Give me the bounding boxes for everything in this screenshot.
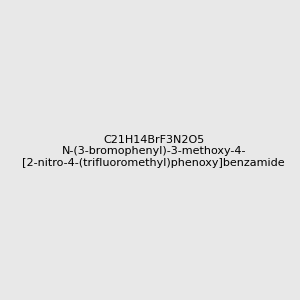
Text: C21H14BrF3N2O5
N-(3-bromophenyl)-3-methoxy-4-
[2-nitro-4-(trifluoromethyl)phenox: C21H14BrF3N2O5 N-(3-bromophenyl)-3-metho…: [22, 135, 285, 168]
